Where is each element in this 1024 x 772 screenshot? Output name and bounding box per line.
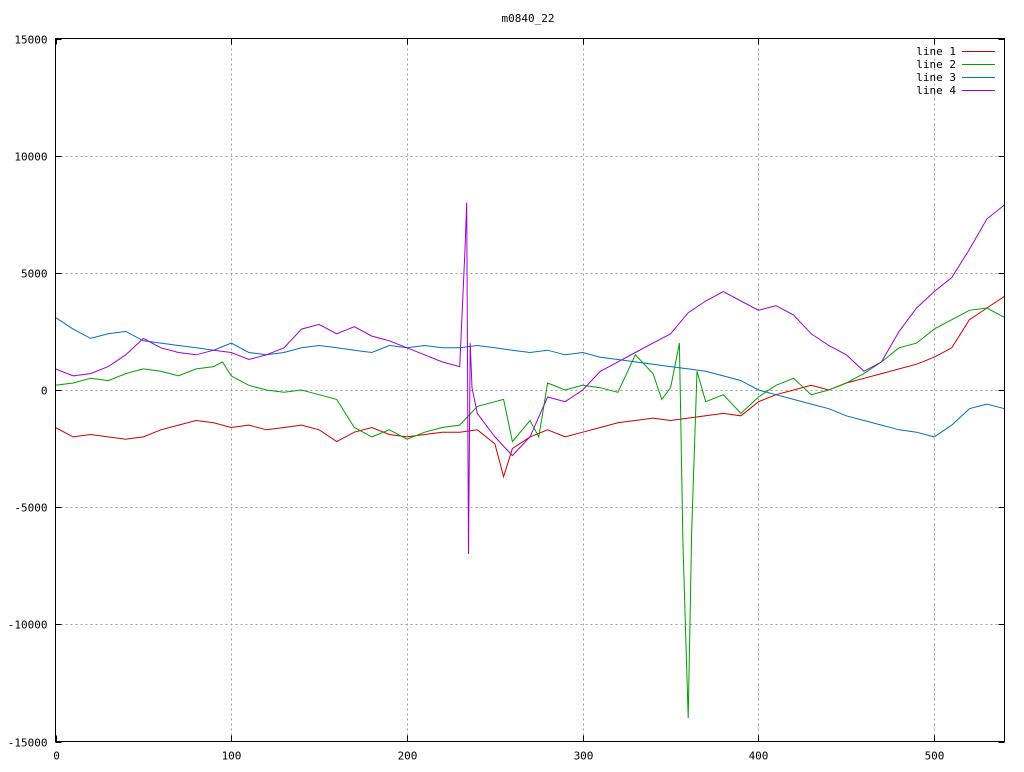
legend-label: line 2 bbox=[916, 58, 956, 71]
grid-lines bbox=[55, 38, 1005, 742]
x-tick-label: 500 bbox=[925, 750, 945, 763]
legend-label: line 3 bbox=[916, 71, 956, 84]
axis-ticks: 0 100 200 300 400 500 -15000 -10000 -5000 0 5000 10… bbox=[8, 34, 1005, 763]
y-tick-label: 10000 bbox=[14, 151, 47, 164]
chart-title: m0840_22 bbox=[502, 12, 555, 25]
y-tick-label: 0 bbox=[41, 385, 48, 398]
series-group bbox=[55, 202, 1005, 719]
series-1-line bbox=[55, 295, 1005, 479]
y-tick-label: -15000 bbox=[8, 737, 48, 750]
series-4-line bbox=[55, 202, 1005, 555]
legend-label: line 4 bbox=[916, 84, 956, 97]
series-3-line bbox=[55, 316, 1005, 438]
y-tick-label: -10000 bbox=[8, 619, 48, 632]
series-2-line bbox=[55, 307, 1005, 719]
y-tick-label: 5000 bbox=[21, 268, 48, 281]
legend-label: line 1 bbox=[916, 45, 956, 58]
x-tick-label: 400 bbox=[749, 750, 769, 763]
y-tick-label: 15000 bbox=[14, 34, 47, 47]
x-tick-label: 100 bbox=[222, 750, 242, 763]
y-tick-label: -5000 bbox=[14, 502, 47, 515]
x-tick-label: 300 bbox=[574, 750, 594, 763]
x-tick-label: 200 bbox=[398, 750, 418, 763]
x-tick-label: 0 bbox=[53, 750, 60, 763]
